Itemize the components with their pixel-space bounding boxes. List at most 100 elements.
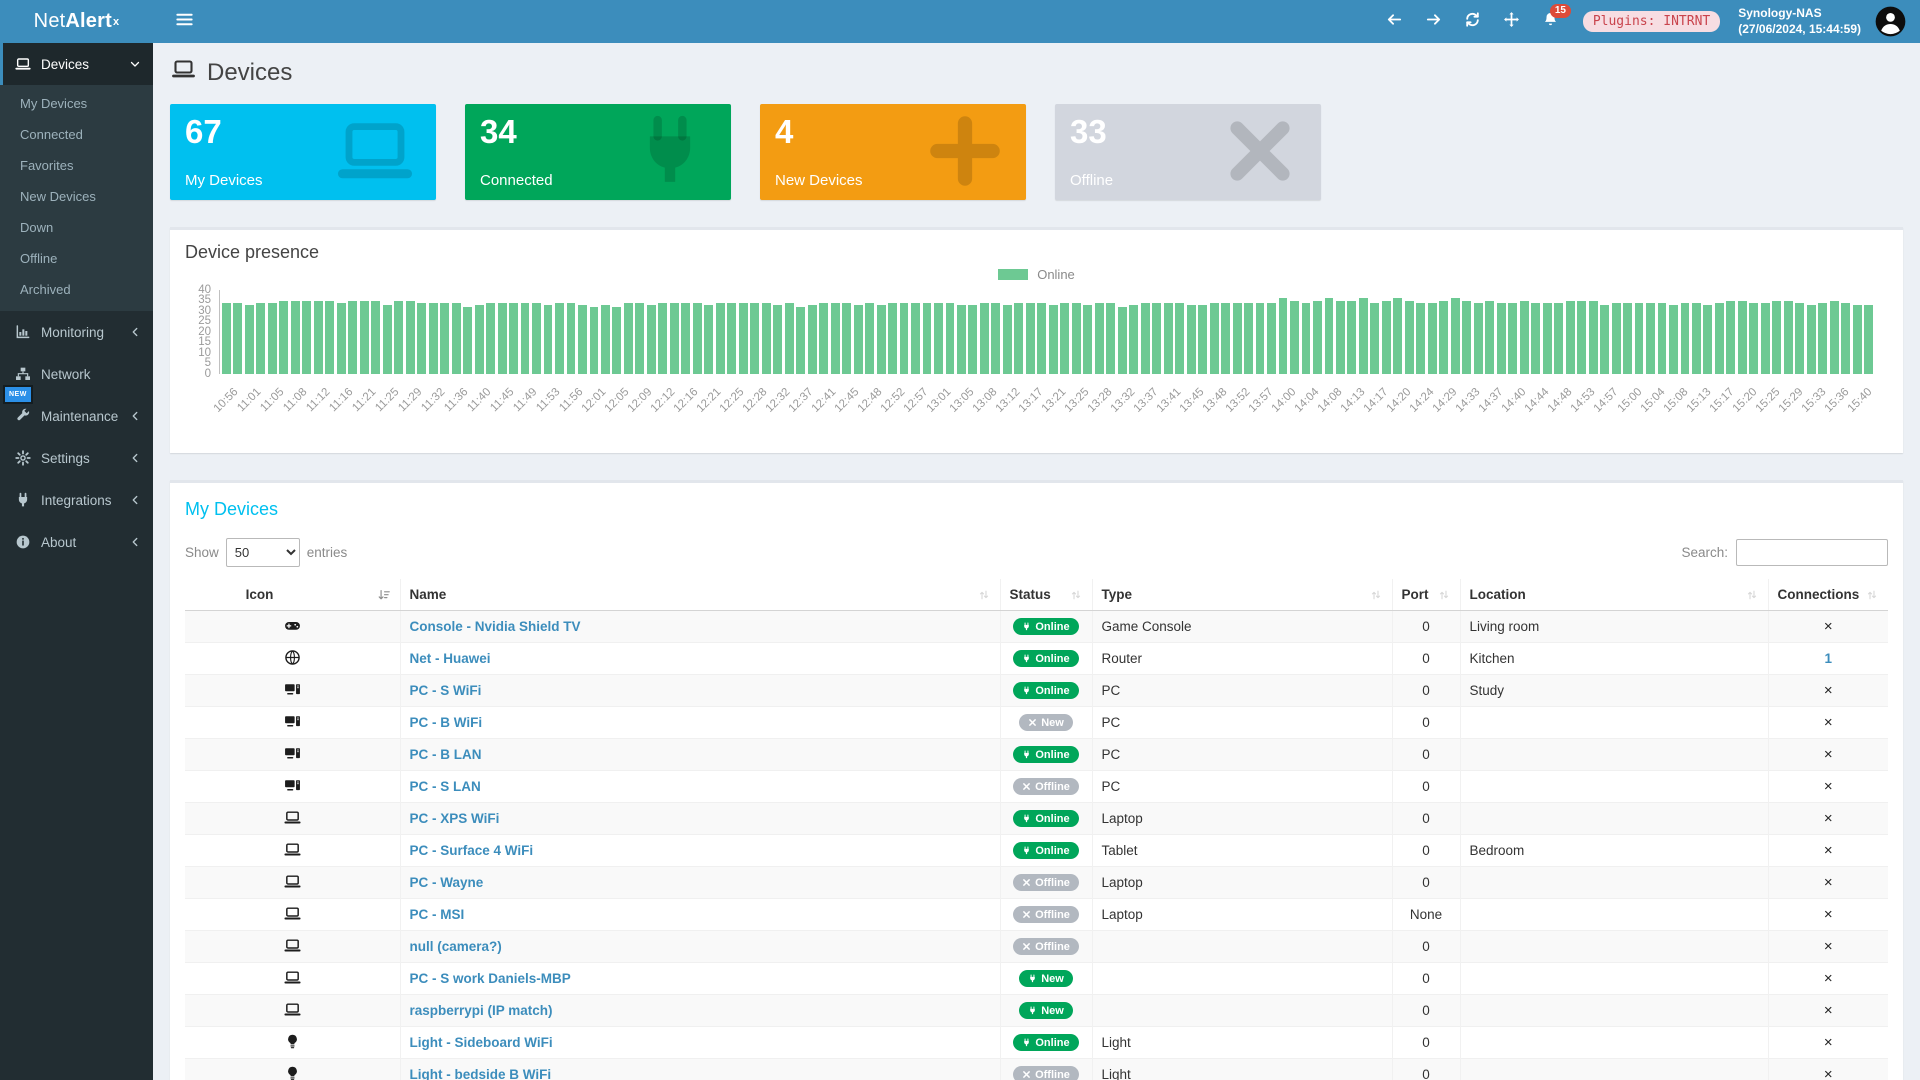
- summary-card-my-devices[interactable]: 67 My Devices: [170, 104, 436, 200]
- device-name-link[interactable]: PC - MSI: [409, 907, 465, 922]
- sidebar-item-label: Settings: [41, 450, 90, 466]
- presence-bar: [1749, 302, 1759, 374]
- sidebar-item-network[interactable]: Network: [0, 353, 153, 395]
- device-name-link[interactable]: Net - Huawei: [409, 651, 491, 666]
- column-header-location[interactable]: Location: [1459, 579, 1768, 611]
- device-name-link[interactable]: PC - XPS WiFi: [409, 811, 500, 826]
- sidebar-item-monitoring[interactable]: Monitoring: [0, 311, 153, 353]
- sidebar-item-about[interactable]: About: [0, 521, 153, 563]
- presence-bar: [1726, 300, 1736, 374]
- sidebar-subitem-archived[interactable]: Archived: [20, 282, 71, 297]
- column-header-icon[interactable]: Icon: [185, 579, 400, 611]
- search-input[interactable]: [1736, 539, 1888, 566]
- brand-light: Net: [33, 10, 66, 32]
- device-name-link[interactable]: PC - S WiFi: [409, 683, 482, 698]
- move-widgets-button[interactable]: [1502, 11, 1522, 32]
- column-header-port[interactable]: Port: [1391, 579, 1460, 611]
- presence-bar: [1600, 304, 1610, 374]
- device-name-link[interactable]: raspberrypi (IP match): [409, 1003, 553, 1018]
- y-tick-label: 30: [198, 304, 211, 317]
- status-badge: Offline: [1013, 1066, 1079, 1080]
- column-header-connections[interactable]: Connections: [1767, 579, 1888, 611]
- chevron-down-icon: [129, 58, 141, 70]
- sidebar-subitem-favorites[interactable]: Favorites: [20, 158, 74, 173]
- app-logo[interactable]: Net Alert x: [0, 0, 153, 43]
- sidebar-toggle-button[interactable]: [167, 0, 201, 43]
- device-name-link[interactable]: Light - Sideboard WiFi: [409, 1035, 553, 1050]
- presence-bar: [1542, 302, 1552, 374]
- sort-icon: [1865, 588, 1879, 602]
- notifications-button[interactable]: 15: [1541, 3, 1571, 32]
- refresh-button[interactable]: [1463, 11, 1483, 32]
- device-name-link[interactable]: Light - bedside B WiFi: [409, 1067, 552, 1080]
- chevron-left-icon: [129, 452, 141, 464]
- presence-bar: [1864, 304, 1874, 374]
- sidebar-subitem-my-devices[interactable]: My Devices: [20, 96, 88, 111]
- presence-bar: [1048, 304, 1058, 374]
- table-row: PC - Surface 4 WiFi Online Tablet 0 Bedroom ×: [185, 834, 1888, 867]
- user-avatar[interactable]: [1875, 6, 1906, 37]
- device-name-link[interactable]: PC - Surface 4 WiFi: [409, 843, 534, 858]
- device-name-link[interactable]: PC - S LAN: [409, 779, 481, 794]
- summary-card-connected[interactable]: 34 Connected: [465, 104, 731, 200]
- person-icon: [1875, 6, 1906, 41]
- sidebar-subitem-down[interactable]: Down: [20, 220, 54, 235]
- search-label: Search:: [1681, 545, 1728, 560]
- presence-bar: [991, 302, 1001, 374]
- device-port: 0: [1422, 1067, 1430, 1080]
- chart-legend[interactable]: Online: [185, 267, 1888, 282]
- show-label: Show: [185, 545, 219, 560]
- nav-back-button[interactable]: [1385, 12, 1405, 32]
- summary-card-new-devices[interactable]: 4 New Devices: [760, 104, 1026, 200]
- new-version-badge[interactable]: NEW: [3, 385, 33, 404]
- notification-count-badge: 15: [1549, 3, 1571, 18]
- sidebar-item-devices[interactable]: Devices: [0, 43, 153, 85]
- device-name-link[interactable]: null (camera?): [409, 939, 502, 954]
- no-connections-x-icon: ×: [1823, 778, 1833, 795]
- presence-bar: [1634, 302, 1644, 374]
- column-header-name[interactable]: Name: [399, 579, 1000, 611]
- presence-bar: [681, 302, 691, 374]
- presence-bar: [1267, 302, 1276, 374]
- status-label: Online: [1035, 844, 1070, 857]
- legend-swatch: [998, 269, 1029, 280]
- sidebar-subitem-connected[interactable]: Connected: [20, 127, 83, 142]
- device-name-link[interactable]: PC - B WiFi: [409, 715, 483, 730]
- device-name-link[interactable]: Console - Nvidia Shield TV: [409, 619, 581, 634]
- sidebar-item-integrations[interactable]: Integrations: [0, 479, 153, 521]
- presence-bar: [704, 304, 714, 374]
- hamburger-icon: [175, 10, 194, 34]
- device-port: 0: [1422, 715, 1430, 730]
- presence-bar: [382, 304, 392, 374]
- sidebar-item-settings[interactable]: Settings: [0, 437, 153, 479]
- x-icon: [1022, 878, 1031, 887]
- presence-bar: [1519, 300, 1529, 374]
- device-type: Game Console: [1101, 619, 1192, 634]
- connections-link[interactable]: 1: [1824, 651, 1832, 666]
- sitemap-icon: [15, 366, 32, 382]
- plugins-status-badge[interactable]: Plugins: INTRNT: [1582, 11, 1721, 32]
- sidebar-item-maintenance[interactable]: Maintenance: [0, 395, 153, 437]
- summary-card-offline[interactable]: 33 Offline: [1055, 104, 1321, 200]
- sidebar-subitem-offline[interactable]: Offline: [20, 251, 58, 266]
- column-header-type[interactable]: Type: [1091, 579, 1392, 611]
- no-connections-x-icon: ×: [1823, 714, 1833, 731]
- device-name-link[interactable]: PC - Wayne: [409, 875, 484, 890]
- devices-table: Icon Name Status Type Port Location Connection…: [185, 579, 1888, 1080]
- page-length-select[interactable]: 50: [225, 538, 300, 567]
- presence-bar: [1416, 302, 1426, 374]
- computer-icon: [283, 777, 302, 794]
- presence-bar: [1370, 302, 1380, 374]
- presence-bar: [1473, 302, 1483, 374]
- sort-icon: [1745, 588, 1759, 602]
- sidebar-subitem-new-devices[interactable]: New Devices: [20, 189, 96, 204]
- x-icon: [1022, 910, 1031, 919]
- column-header-status[interactable]: Status: [999, 579, 1092, 611]
- laptop-icon: [283, 937, 302, 954]
- device-name-link[interactable]: PC - B LAN: [409, 747, 482, 762]
- presence-bar: [1324, 298, 1334, 374]
- nav-forward-button[interactable]: [1424, 12, 1444, 32]
- presence-bar: [819, 302, 829, 374]
- device-name-link[interactable]: PC - S work Daniels-MBP: [409, 971, 571, 986]
- status-label: Online: [1035, 684, 1070, 697]
